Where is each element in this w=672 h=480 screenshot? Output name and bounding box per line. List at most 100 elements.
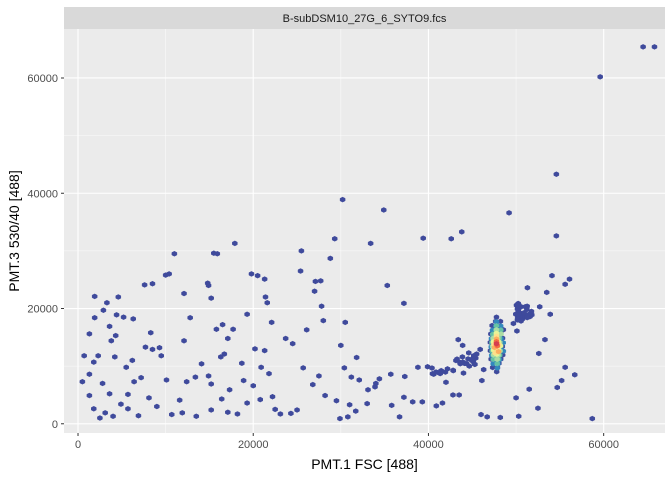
data-point bbox=[230, 326, 236, 333]
data-point bbox=[79, 378, 86, 385]
data-point bbox=[261, 276, 268, 282]
data-point bbox=[388, 402, 395, 409]
density-bin bbox=[493, 323, 500, 329]
data-point bbox=[125, 406, 131, 412]
data-point bbox=[138, 374, 144, 381]
data-point bbox=[365, 386, 371, 393]
data-point bbox=[458, 229, 465, 235]
data-point bbox=[372, 384, 378, 390]
data-point bbox=[213, 326, 220, 333]
density-bin bbox=[493, 327, 500, 333]
data-point bbox=[181, 290, 187, 297]
data-point bbox=[97, 415, 103, 421]
x-axis-title: PMT.1 FSC [488] bbox=[311, 456, 418, 472]
data-point bbox=[450, 392, 456, 398]
data-point bbox=[597, 74, 603, 80]
data-point bbox=[402, 373, 408, 380]
data-point bbox=[536, 304, 543, 310]
data-point bbox=[543, 289, 550, 296]
data-point bbox=[158, 352, 164, 359]
data-point bbox=[208, 407, 214, 413]
data-point bbox=[459, 342, 466, 349]
data-point bbox=[562, 364, 568, 371]
data-point bbox=[651, 44, 658, 50]
data-point bbox=[115, 294, 122, 300]
y-axis-title: PMT.3 530/40 [488] bbox=[6, 170, 22, 291]
data-point bbox=[346, 401, 353, 408]
data-point bbox=[232, 240, 238, 247]
data-point bbox=[448, 236, 454, 242]
data-point bbox=[342, 319, 348, 326]
data-point bbox=[478, 411, 484, 418]
y-tick-label: 40000 bbox=[27, 188, 58, 200]
data-point bbox=[450, 367, 456, 374]
y-tick-label: 60000 bbox=[27, 73, 58, 85]
data-point bbox=[187, 314, 193, 321]
data-point bbox=[463, 360, 470, 367]
x-tick-label: 20000 bbox=[238, 439, 269, 451]
y-tick-label: 0 bbox=[52, 419, 58, 431]
data-point bbox=[268, 319, 275, 326]
data-point bbox=[331, 236, 338, 242]
data-point bbox=[444, 366, 451, 372]
data-point bbox=[146, 395, 152, 401]
density-cluster bbox=[487, 314, 507, 375]
data-point bbox=[553, 171, 560, 178]
data-point bbox=[221, 351, 228, 357]
data-point bbox=[384, 282, 391, 289]
data-point bbox=[234, 411, 241, 417]
data-point bbox=[298, 248, 305, 254]
data-point bbox=[91, 314, 98, 321]
data-point bbox=[272, 406, 278, 413]
data-point bbox=[108, 338, 115, 344]
data-point bbox=[100, 307, 107, 314]
data-point bbox=[536, 350, 542, 357]
data-point bbox=[104, 299, 110, 306]
density-bin bbox=[498, 331, 504, 337]
x-tick-label: 40000 bbox=[413, 439, 444, 451]
data-point bbox=[479, 377, 485, 384]
x-axis: 0 20000 40000 60000 bbox=[75, 433, 619, 451]
data-point bbox=[553, 233, 560, 239]
data-point bbox=[566, 276, 573, 282]
data-point bbox=[409, 399, 416, 405]
data-point bbox=[258, 364, 264, 371]
data-point bbox=[208, 381, 214, 387]
data-point bbox=[348, 374, 355, 380]
data-point bbox=[112, 354, 118, 360]
data-point bbox=[277, 411, 284, 417]
data-point bbox=[376, 376, 383, 382]
density-bin bbox=[495, 348, 502, 355]
data-point bbox=[226, 386, 233, 393]
data-point bbox=[353, 354, 360, 361]
data-point bbox=[141, 282, 148, 288]
data-point bbox=[303, 327, 310, 333]
data-point bbox=[310, 381, 316, 388]
data-point bbox=[311, 288, 318, 295]
data-point bbox=[294, 407, 300, 413]
data-point bbox=[318, 303, 325, 309]
data-point bbox=[524, 314, 530, 321]
data-point bbox=[510, 320, 517, 327]
data-point bbox=[205, 373, 212, 379]
strip-background bbox=[64, 7, 665, 29]
data-point bbox=[297, 268, 304, 274]
y-tick-label: 20000 bbox=[27, 304, 58, 316]
data-point bbox=[514, 328, 520, 334]
density-bin bbox=[493, 314, 500, 320]
data-point bbox=[589, 415, 596, 422]
data-point bbox=[120, 314, 127, 320]
data-point bbox=[526, 386, 532, 392]
data-point bbox=[125, 391, 131, 398]
data-point bbox=[515, 413, 522, 420]
data-point bbox=[435, 369, 442, 376]
data-point bbox=[86, 392, 93, 399]
data-point bbox=[429, 370, 436, 377]
data-point bbox=[112, 332, 119, 339]
data-point bbox=[466, 350, 472, 356]
data-point bbox=[183, 378, 190, 385]
data-point bbox=[455, 336, 461, 343]
data-point bbox=[288, 410, 294, 417]
x-tick-label: 0 bbox=[75, 439, 81, 451]
